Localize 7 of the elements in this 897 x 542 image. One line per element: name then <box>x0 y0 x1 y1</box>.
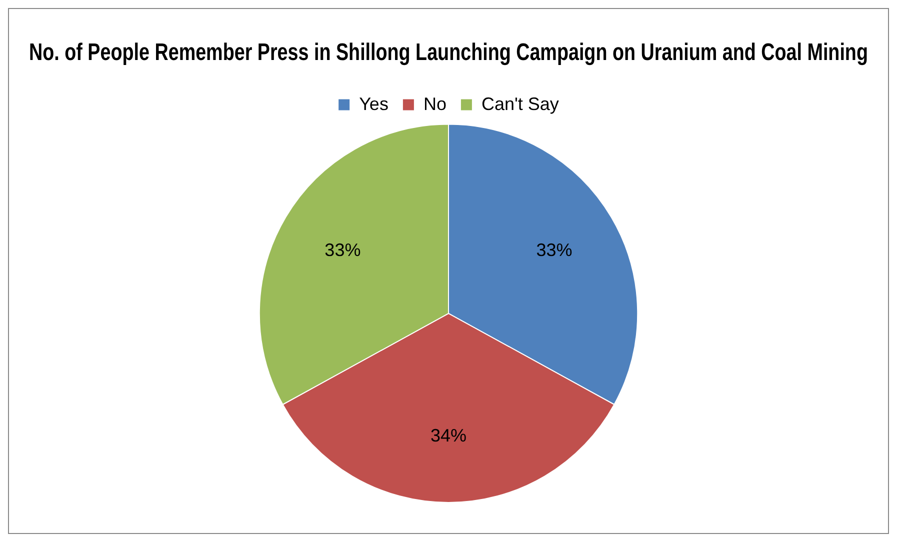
chart-title: No. of People Remember Press in Shillong Launching Campaign on Uranium and Coal Mining <box>29 38 868 66</box>
legend-label: Yes <box>359 94 388 114</box>
legend-label: No <box>423 94 446 114</box>
data-label: 33% <box>324 240 361 260</box>
data-label: 34% <box>430 425 467 446</box>
legend-label: Can't Say <box>481 94 559 114</box>
data-label: 33% <box>536 240 572 260</box>
